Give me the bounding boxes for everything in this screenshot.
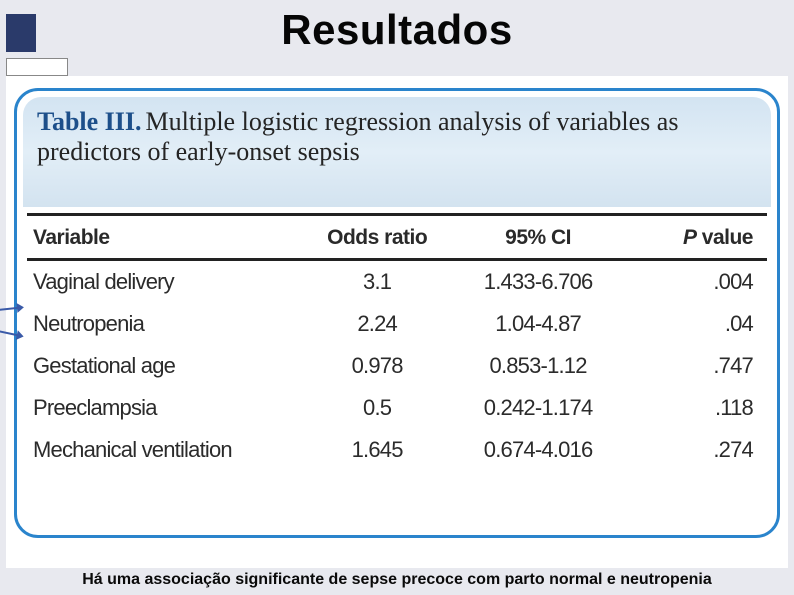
- col-header-odds: Odds ratio: [310, 226, 444, 250]
- cell-odds: 0.5: [310, 395, 444, 421]
- cell-pvalue: .747: [632, 353, 761, 379]
- cell-ci: 1.04-4.87: [444, 311, 632, 337]
- table-header-row: Variable Odds ratio 95% CI P value: [27, 213, 767, 261]
- table-row: Vaginal delivery 3.1 1.433-6.706 .004: [27, 261, 767, 303]
- pvalue-roman: value: [696, 226, 753, 249]
- cell-pvalue: .004: [632, 269, 761, 295]
- cell-pvalue: .274: [632, 437, 761, 463]
- cell-ci: 0.242-1.174: [444, 395, 632, 421]
- cell-variable: Mechanical ventilation: [33, 437, 310, 463]
- page-title: Resultados: [0, 6, 794, 54]
- slide-accent-strip: [6, 58, 68, 76]
- cell-ci: 0.674-4.016: [444, 437, 632, 463]
- table-row: Preeclampsia 0.5 0.242-1.174 .118: [27, 387, 767, 429]
- table-row: Mechanical ventilation 1.645 0.674-4.016…: [27, 429, 767, 471]
- col-header-pvalue: P value: [632, 226, 761, 250]
- cell-variable: Preeclampsia: [33, 395, 310, 421]
- cell-variable: Neutropenia: [33, 311, 310, 337]
- table-title-band: Table III. Multiple logistic regression …: [23, 97, 771, 207]
- col-header-variable: Variable: [33, 226, 310, 250]
- table-label: Table III.: [37, 107, 142, 136]
- cell-odds: 3.1: [310, 269, 444, 295]
- table-body: Variable Odds ratio 95% CI P value Vagin…: [27, 213, 767, 527]
- pvalue-italic: P: [683, 226, 697, 249]
- col-header-ci: 95% CI: [444, 226, 632, 250]
- cell-odds: 1.645: [310, 437, 444, 463]
- table-row: Gestational age 0.978 0.853-1.12 .747: [27, 345, 767, 387]
- cell-variable: Vaginal delivery: [33, 269, 310, 295]
- cell-pvalue: .04: [632, 311, 761, 337]
- cell-pvalue: .118: [632, 395, 761, 421]
- table-card: Table III. Multiple logistic regression …: [14, 88, 780, 538]
- cell-ci: 1.433-6.706: [444, 269, 632, 295]
- cell-variable: Gestational age: [33, 353, 310, 379]
- table-row: Neutropenia 2.24 1.04-4.87 .04: [27, 303, 767, 345]
- cell-odds: 2.24: [310, 311, 444, 337]
- cell-ci: 0.853-1.12: [444, 353, 632, 379]
- slide-caption: Há uma associação significante de sepse …: [0, 571, 794, 589]
- cell-odds: 0.978: [310, 353, 444, 379]
